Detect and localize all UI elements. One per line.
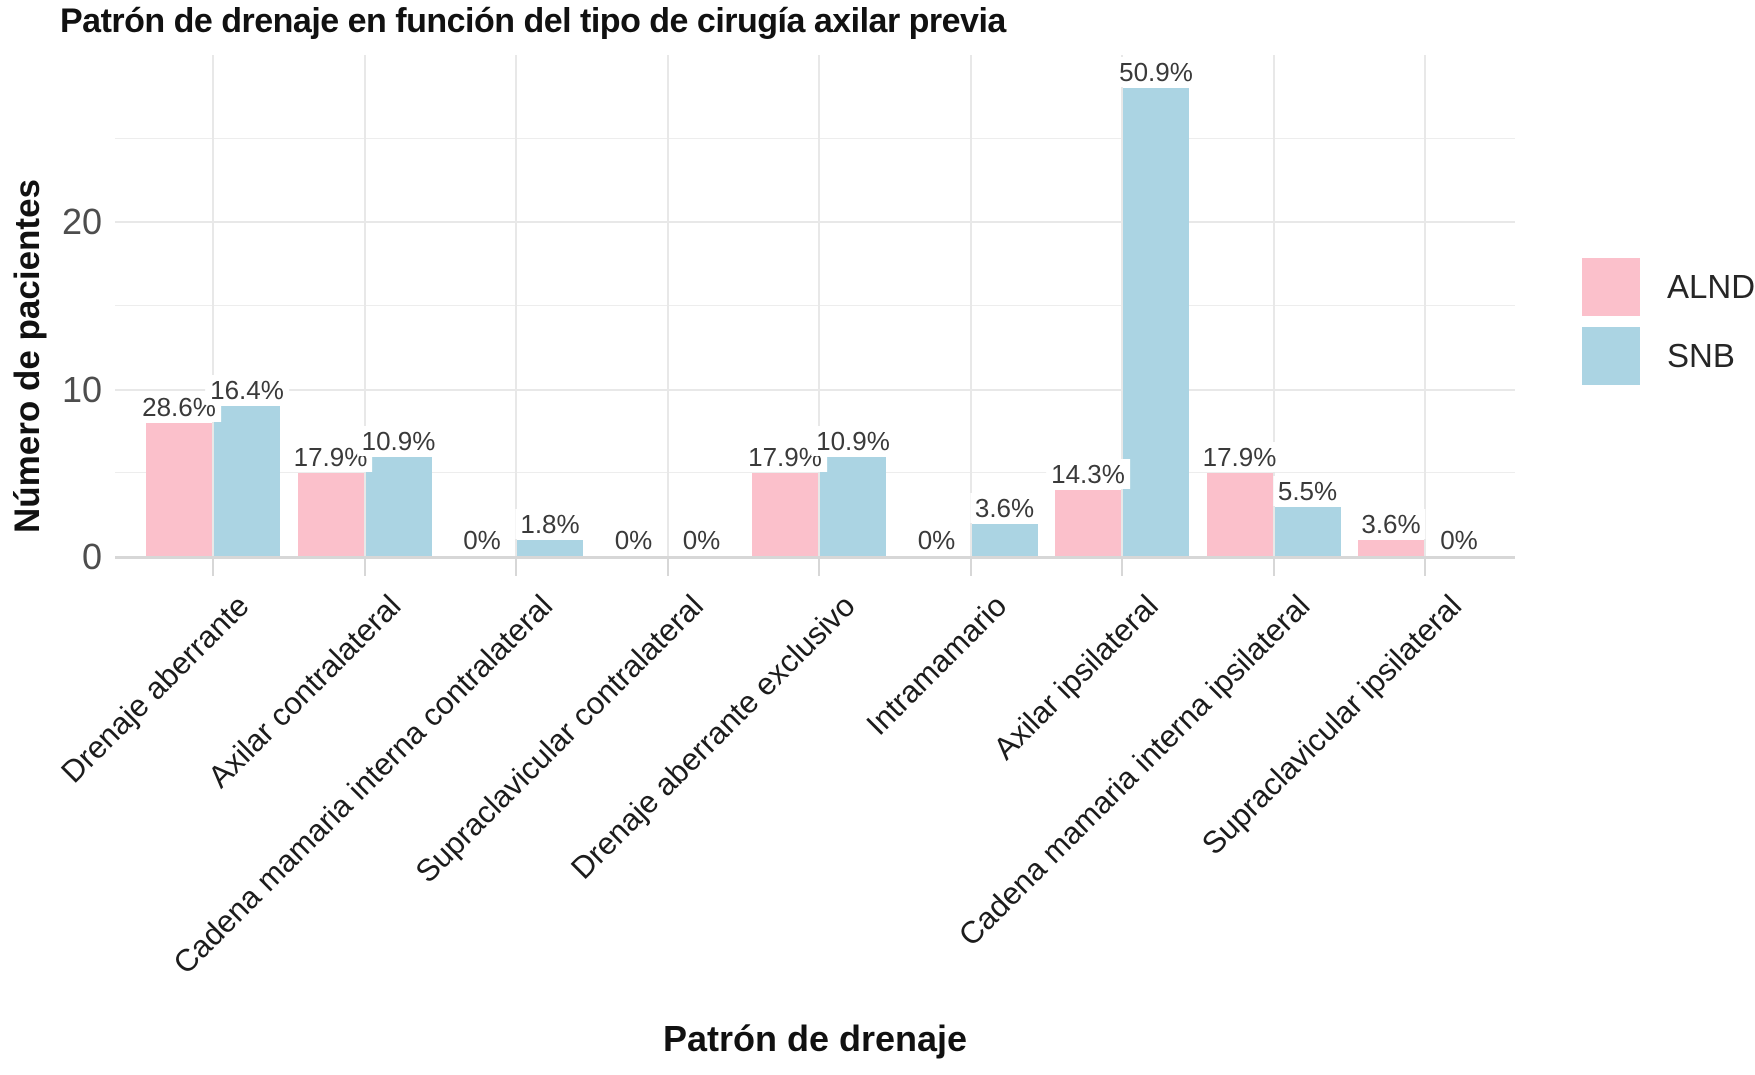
gridline-vertical: [818, 55, 820, 557]
bar-snb: [820, 456, 886, 557]
gridline-vertical: [515, 55, 517, 557]
bar-snb: [1274, 506, 1341, 557]
y-tick-label: 10: [61, 368, 102, 410]
bar-value-label: 0%: [912, 525, 961, 555]
gridline-vertical: [212, 55, 214, 557]
x-category-label: Supraclavicular contralateral: [408, 588, 711, 890]
bar-value-label: 10.9%: [356, 425, 441, 456]
bar-value-label: 17.9%: [1197, 442, 1282, 473]
bar-alnd: [297, 473, 364, 557]
chart-title: Patrón de drenaje en función del tipo de…: [60, 2, 1006, 40]
y-tick-label: 20: [61, 201, 102, 243]
bar-alnd: [1055, 490, 1121, 557]
x-axis-title: Patrón de drenaje: [662, 1018, 968, 1059]
bar-alnd: [1206, 473, 1273, 557]
x-tick-mark: [363, 558, 366, 576]
x-tick-mark: [1272, 558, 1275, 576]
bar-value-label: 16.4%: [205, 375, 289, 406]
legend-swatch-alnd: [1582, 258, 1640, 316]
bar-value-label: 0%: [458, 525, 506, 555]
x-category-label: Drenaje aberrante exclusivo: [564, 588, 862, 886]
gridline-vertical: [363, 55, 366, 557]
legend-swatch-snb: [1582, 327, 1640, 385]
bar-snb: [1123, 88, 1189, 557]
gridline-vertical: [1424, 55, 1426, 557]
legend-item-alnd: ALND: [1582, 258, 1755, 316]
bar-value-label: 3.6%: [969, 492, 1040, 523]
bar-value-label: 10.9%: [811, 425, 895, 456]
bar-value-label: 0%: [1435, 525, 1483, 555]
gridline-vertical: [666, 55, 669, 557]
bar-alnd: [1358, 540, 1424, 557]
x-tick-mark: [1424, 558, 1426, 576]
x-tick-mark: [1121, 558, 1123, 576]
x-axis-line: [115, 556, 1515, 559]
legend: ALND SNB: [1582, 258, 1755, 385]
gridline-minor: [115, 472, 1515, 474]
x-tick-mark: [818, 558, 820, 576]
legend-label: SNB: [1667, 337, 1735, 374]
bar-value-label: 14.3%: [1046, 459, 1130, 490]
x-tick-mark: [212, 558, 214, 576]
x-tick-mark: [969, 558, 972, 576]
bar-snb: [971, 523, 1038, 557]
bar-value-label: 0%: [677, 525, 726, 555]
gridline-minor: [115, 305, 1515, 306]
plot-panel: 28.6% 17.9% 0% 0% 17.9% 0% 14.3% 17.9% 3.6% 16.4%…: [115, 55, 1515, 559]
bar-snb: [214, 406, 280, 557]
gridline-major: [115, 221, 1515, 224]
gridline-vertical: [1272, 55, 1275, 557]
bar-snb: [365, 456, 432, 557]
bar-snb: [517, 540, 583, 557]
x-tick-mark: [515, 558, 517, 576]
x-tick-mark: [666, 558, 669, 576]
bar-alnd: [752, 473, 818, 557]
legend-item-snb: SNB: [1582, 327, 1755, 385]
legend-label: ALND: [1667, 268, 1755, 305]
bar-value-label: 3.6%: [1356, 509, 1426, 540]
y-tick-label: 0: [81, 536, 102, 577]
bar-value-label: 1.8%: [515, 509, 585, 540]
gridline-major: [115, 388, 1515, 391]
x-category-label: Supraclavicular ipsilateral: [1194, 588, 1468, 862]
bar-value-label: 5.5%: [1272, 475, 1343, 506]
gridline-minor: [115, 137, 1515, 139]
gridline-vertical: [969, 55, 972, 557]
bar-value-label: 50.9%: [1114, 57, 1198, 88]
gridline-vertical: [1121, 55, 1123, 557]
x-category-label: Intramamario: [859, 588, 1014, 742]
bar-alnd: [146, 423, 212, 557]
bar-value-label: 0%: [609, 525, 658, 555]
